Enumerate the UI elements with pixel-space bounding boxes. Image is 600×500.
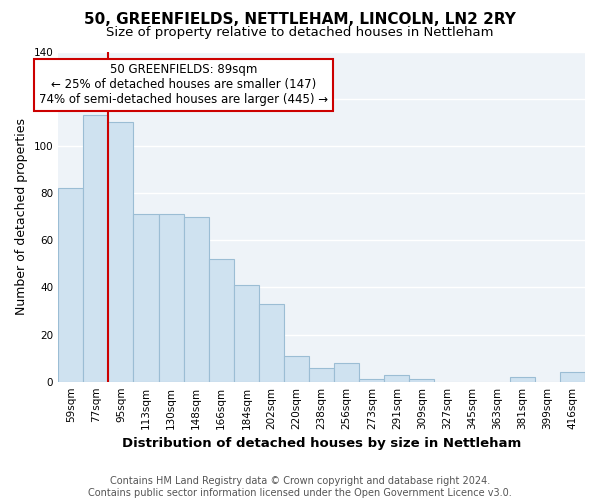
Text: Contains HM Land Registry data © Crown copyright and database right 2024.
Contai: Contains HM Land Registry data © Crown c…	[88, 476, 512, 498]
Bar	[309, 368, 334, 382]
Bar	[209, 259, 234, 382]
Bar	[359, 380, 385, 382]
Bar	[284, 356, 309, 382]
Bar	[133, 214, 158, 382]
Bar	[158, 214, 184, 382]
Bar	[259, 304, 284, 382]
Text: Size of property relative to detached houses in Nettleham: Size of property relative to detached ho…	[106, 26, 494, 39]
Text: 50 GREENFIELDS: 89sqm
← 25% of detached houses are smaller (147)
74% of semi-det: 50 GREENFIELDS: 89sqm ← 25% of detached …	[39, 64, 328, 106]
Y-axis label: Number of detached properties: Number of detached properties	[15, 118, 28, 315]
Text: 50, GREENFIELDS, NETTLEHAM, LINCOLN, LN2 2RY: 50, GREENFIELDS, NETTLEHAM, LINCOLN, LN2…	[84, 12, 516, 28]
Bar	[560, 372, 585, 382]
Bar	[409, 380, 434, 382]
Bar	[184, 216, 209, 382]
Bar	[334, 363, 359, 382]
X-axis label: Distribution of detached houses by size in Nettleham: Distribution of detached houses by size …	[122, 437, 521, 450]
Bar	[83, 115, 109, 382]
Bar	[234, 285, 259, 382]
Bar	[58, 188, 83, 382]
Bar	[385, 374, 409, 382]
Bar	[510, 377, 535, 382]
Bar	[109, 122, 133, 382]
